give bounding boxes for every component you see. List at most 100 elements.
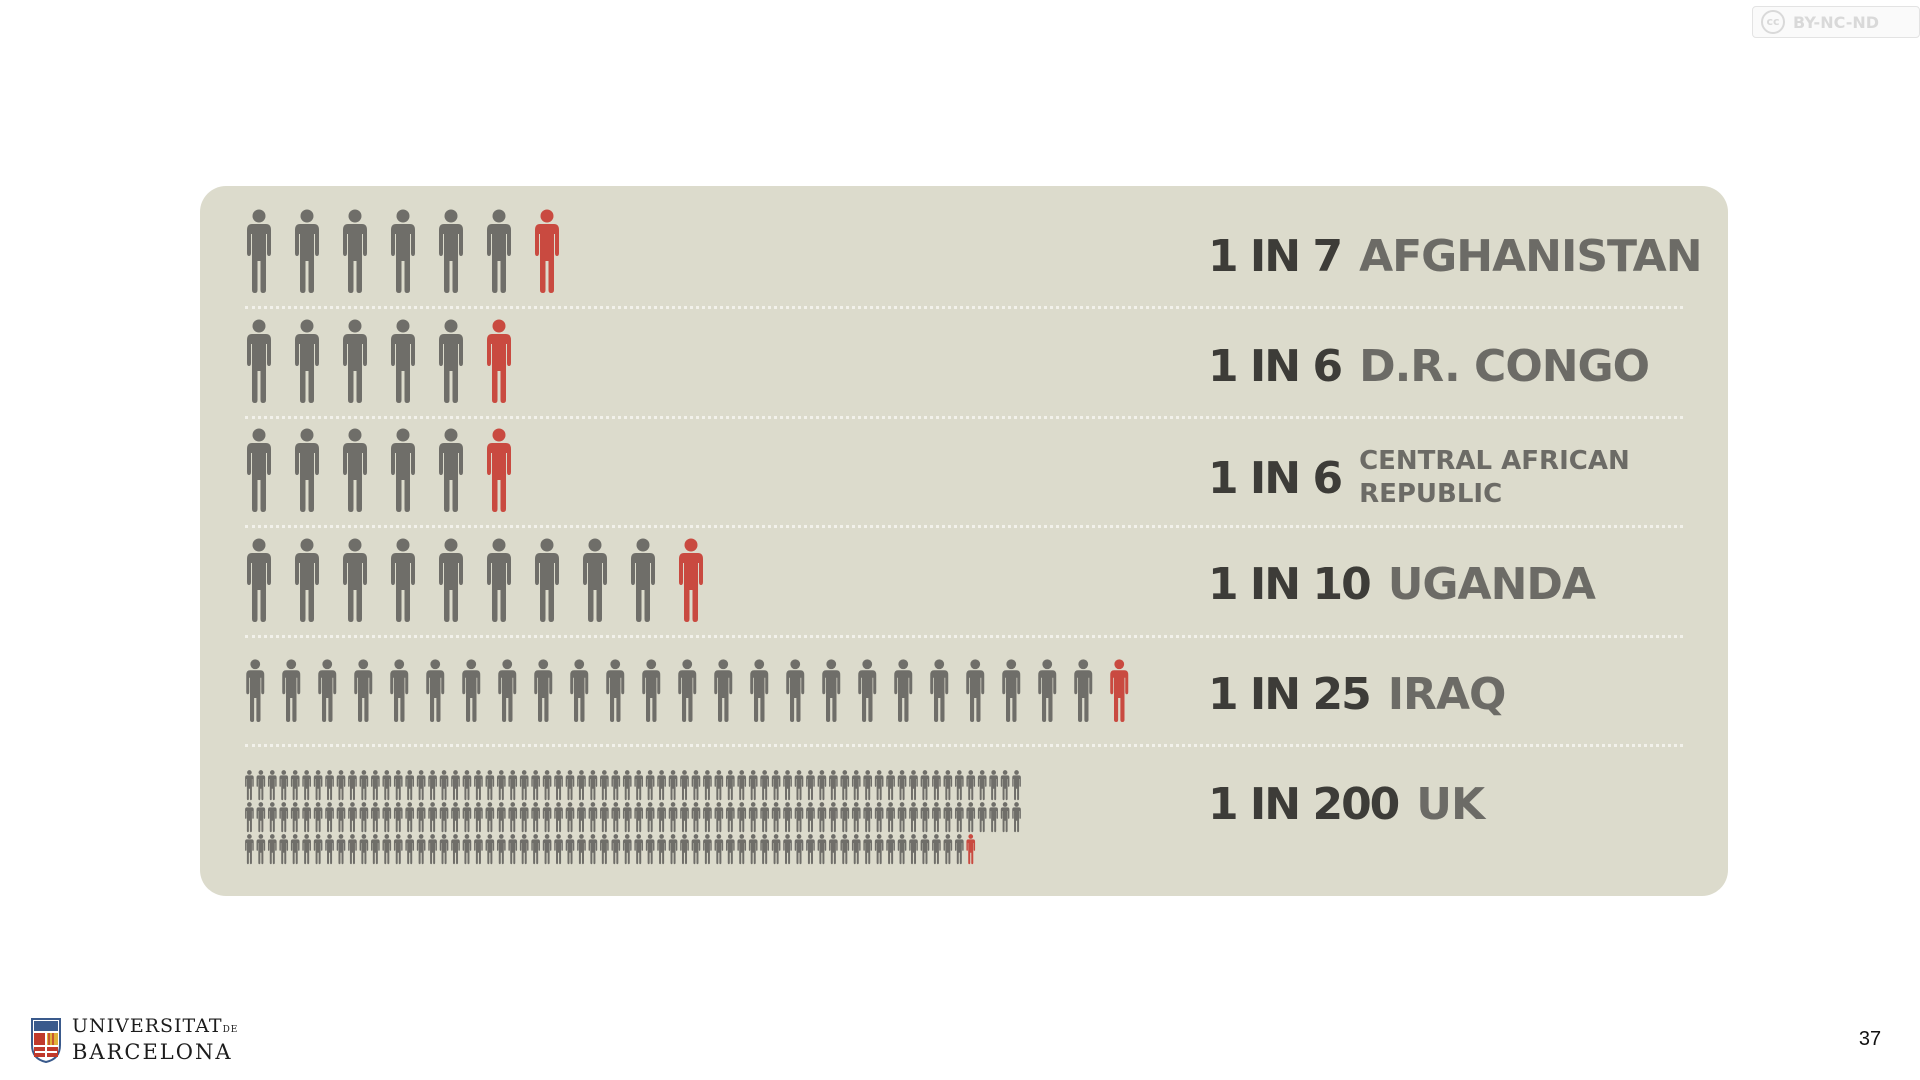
person-icon (851, 834, 861, 865)
person-icon (256, 834, 266, 865)
cc-license-badge[interactable]: cc BY-NC-ND (1752, 6, 1920, 38)
person-icon (966, 770, 976, 801)
country-name: D.R. CONGO (1359, 340, 1650, 392)
person-icon (622, 770, 632, 801)
person-icon (622, 802, 632, 833)
person-icon (714, 770, 724, 801)
person-icon (750, 659, 769, 722)
person-icon (966, 802, 976, 833)
row-label-dr-congo: 1 IN 6 D.R. CONGO (1208, 338, 1650, 394)
person-icon (519, 802, 529, 833)
person-icon (634, 834, 644, 865)
university-logo[interactable]: UNIVERSITATDE BARCELONA (30, 1015, 238, 1063)
person-icon (282, 659, 301, 722)
person-icon (487, 209, 511, 293)
license-label: BY-NC-ND (1793, 12, 1880, 32)
person-icon (313, 770, 323, 801)
person-icon (313, 802, 323, 833)
shield-icon (31, 1018, 61, 1063)
person-icon (606, 659, 625, 722)
person-icon (343, 319, 367, 403)
person-icon (840, 802, 850, 833)
person-icon (737, 802, 747, 833)
person-icon (725, 770, 735, 801)
person-icon (748, 770, 758, 801)
person-icon (371, 834, 380, 865)
person-icon (954, 834, 964, 865)
person-icon (840, 834, 850, 865)
person-icon (577, 802, 586, 833)
person-icon (668, 834, 678, 865)
person-icon (535, 538, 559, 622)
person-icon (577, 834, 586, 865)
person-icon (325, 834, 334, 865)
person-icon (817, 802, 827, 833)
person-icon (943, 770, 953, 801)
person-icon (295, 538, 319, 622)
person-icon (1074, 659, 1093, 722)
person-icon (748, 802, 758, 833)
person-icon (245, 834, 254, 865)
person-icon (657, 802, 666, 833)
person-icon (989, 770, 998, 801)
person-icon (786, 659, 805, 722)
person-icon (874, 770, 884, 801)
person-icon (668, 802, 678, 833)
person-icon (909, 834, 918, 865)
person-icon (359, 834, 369, 865)
person-icon (565, 802, 575, 833)
person-icon (416, 834, 426, 865)
person-icon (246, 659, 265, 722)
person-icon (554, 834, 563, 865)
row-label-iraq: 1 IN 25 IRAQ (1208, 666, 1506, 722)
person-icon (806, 834, 815, 865)
logo-line1-suffix: DE (222, 1025, 239, 1035)
person-icon (247, 428, 271, 512)
person-icon (336, 770, 346, 801)
person-icon (897, 770, 907, 801)
person-icon (631, 538, 655, 622)
person-icon-highlighted (966, 834, 976, 865)
person-icon (279, 770, 289, 801)
row-label-central-african-republic: 1 IN 6 CENTRAL AFRICAN REPUBLIC (1208, 440, 1659, 516)
person-icon (474, 770, 483, 801)
person-icon (920, 770, 930, 801)
person-icon (462, 770, 472, 801)
person-icon (439, 428, 463, 512)
person-icon (462, 834, 472, 865)
person-icon (622, 834, 632, 865)
person-icon (336, 802, 346, 833)
person-icon (508, 802, 518, 833)
figure-row-uk (245, 770, 1021, 865)
person-icon (703, 802, 712, 833)
person-icon (247, 319, 271, 403)
person-icon (554, 770, 563, 801)
person-icon (382, 802, 392, 833)
person-icon (611, 834, 621, 865)
person-icon (588, 802, 598, 833)
person-icon (565, 834, 575, 865)
person-icon (474, 802, 483, 833)
person-icon (817, 834, 827, 865)
figure-row-iraq (246, 659, 1129, 722)
person-icon (451, 802, 460, 833)
person-icon (771, 802, 781, 833)
person-icon (678, 659, 697, 722)
person-icon (439, 209, 463, 293)
person-icon (634, 770, 644, 801)
person-icon (588, 770, 598, 801)
person-icon (348, 770, 357, 801)
person-icon (886, 770, 895, 801)
person-icon (245, 770, 254, 801)
person-icon (393, 834, 403, 865)
person-icon (930, 659, 949, 722)
person-icon (725, 802, 735, 833)
person-icon (391, 428, 415, 512)
row-label-afghanistan: 1 IN 7 AFGHANISTAN (1208, 228, 1703, 284)
ratio-text: 1 IN 200 (1208, 778, 1400, 830)
person-icon (382, 770, 392, 801)
person-icon (542, 802, 552, 833)
person-icon (863, 770, 873, 801)
person-icon (954, 802, 964, 833)
person-icon (508, 770, 518, 801)
